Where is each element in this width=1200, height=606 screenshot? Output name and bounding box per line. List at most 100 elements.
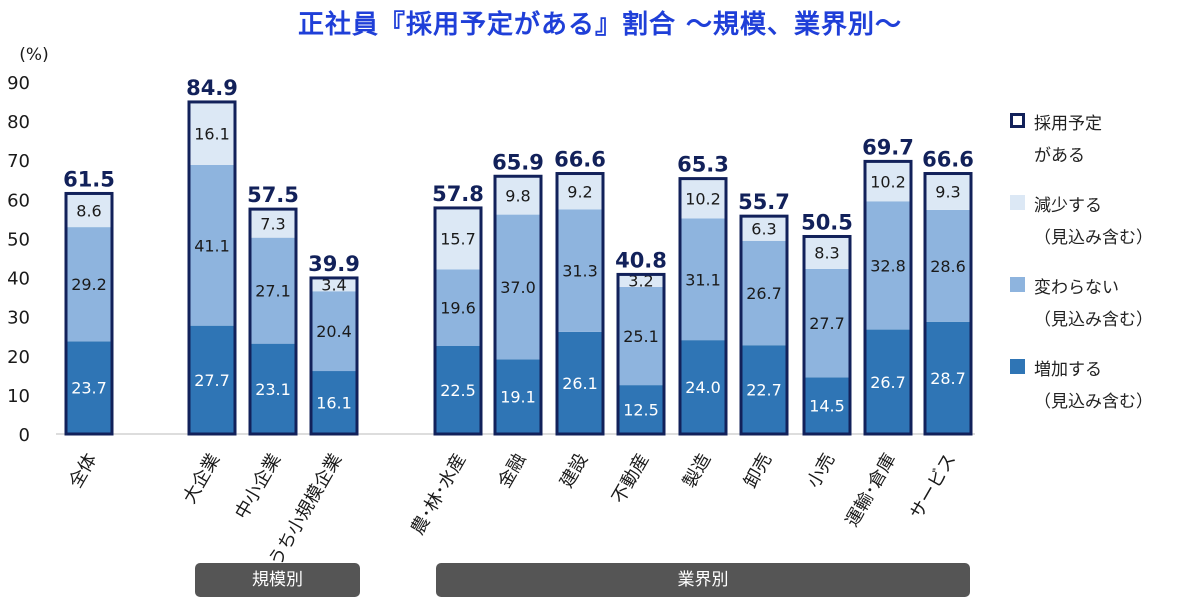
- data-label-decrease: 3.4: [321, 276, 346, 295]
- bar-segment-decrease: [925, 173, 971, 210]
- data-label-unchanged: 27.1: [255, 282, 291, 301]
- y-tick-label: 20: [7, 347, 30, 368]
- bar-segment-increase: [741, 345, 787, 434]
- bar-total-outline: [248, 207, 298, 436]
- bar-segment-increase: [557, 331, 603, 434]
- bar-segment-unchanged: [804, 268, 850, 378]
- y-tick-label: 10: [7, 386, 30, 407]
- total-label: 66.6: [922, 148, 974, 172]
- bar-segment-increase: [495, 359, 541, 434]
- data-label-unchanged: 41.1: [194, 236, 230, 255]
- total-label: 57.8: [432, 182, 484, 206]
- bar-segment-increase: [618, 385, 664, 434]
- data-label-decrease: 8.6: [76, 201, 101, 220]
- category-label: 小売: [803, 450, 839, 492]
- data-label-unchanged: 28.6: [930, 257, 966, 276]
- bar-segment-increase: [680, 340, 726, 434]
- data-label-increase: 26.1: [562, 374, 598, 393]
- bar-segment-decrease: [680, 178, 726, 219]
- bar-segment-increase: [804, 377, 850, 434]
- data-label-decrease: 6.3: [751, 219, 776, 238]
- data-label-increase: 22.7: [746, 381, 782, 400]
- legend-label-total: 採用予定 がある: [1034, 114, 1102, 166]
- data-label-decrease: 9.8: [505, 186, 530, 205]
- bar-total-outline: [555, 172, 605, 436]
- bar-segment-unchanged: [311, 291, 357, 372]
- category-label: 建設: [556, 450, 592, 492]
- bar-segment-decrease: [495, 176, 541, 215]
- total-label: 39.9: [308, 252, 360, 276]
- total-label: 65.9: [492, 150, 544, 174]
- data-label-increase: 24.0: [685, 378, 721, 397]
- total-label: 55.7: [738, 190, 790, 214]
- data-label-decrease: 3.2: [628, 272, 653, 291]
- bar-total-outline: [678, 177, 728, 436]
- bar-segment-decrease: [557, 173, 603, 210]
- category-label: 農･林･水産: [407, 450, 470, 538]
- data-label-decrease: 10.2: [685, 190, 721, 209]
- bar-total-outline: [64, 191, 114, 436]
- bar-segment-unchanged: [618, 286, 664, 386]
- legend-item-increase: 増加する （見込み含む）: [1010, 354, 1190, 436]
- data-label-increase: 14.5: [809, 397, 845, 416]
- bar-segment-decrease: [804, 236, 850, 269]
- total-label: 66.6: [554, 148, 606, 172]
- data-label-unchanged: 31.1: [685, 270, 721, 289]
- y-tick-label: 80: [7, 112, 30, 133]
- bar-segment-increase: [66, 341, 112, 434]
- bar-segment-unchanged: [250, 237, 296, 344]
- total-label: 69.7: [862, 135, 914, 159]
- data-label-increase: 16.1: [316, 394, 352, 413]
- total-label: 65.3: [677, 153, 729, 177]
- bar-segment-increase: [189, 325, 235, 434]
- legend-swatch-increase: [1010, 359, 1025, 374]
- data-label-decrease: 15.7: [440, 230, 476, 249]
- legend-swatch-unchanged: [1010, 277, 1025, 292]
- data-label-unchanged: 25.1: [623, 327, 659, 346]
- bar-total-outline: [802, 234, 852, 436]
- bar-segment-unchanged: [680, 218, 726, 341]
- category-label: 全体: [65, 450, 101, 492]
- data-label-decrease: 8.3: [814, 244, 839, 263]
- group-label-size: 規模別: [195, 563, 360, 597]
- legend-swatch-total: [1010, 113, 1025, 128]
- data-label-decrease: 10.2: [870, 172, 906, 191]
- bar-segment-increase: [925, 321, 971, 434]
- data-label-unchanged: 37.0: [500, 278, 536, 297]
- bar-segment-increase: [865, 329, 911, 434]
- bar-segment-unchanged: [557, 209, 603, 332]
- data-label-increase: 23.1: [255, 380, 291, 399]
- bar-total-outline: [923, 172, 973, 436]
- data-label-increase: 27.7: [194, 371, 230, 390]
- bar-total-outline: [493, 174, 543, 436]
- category-label: 中小企業: [231, 450, 285, 523]
- legend-swatch-decrease: [1010, 195, 1025, 210]
- legend-item-decrease: 減少する （見込み含む）: [1010, 190, 1190, 272]
- bar-segment-unchanged: [741, 240, 787, 346]
- y-axis-label: (%): [19, 45, 48, 65]
- total-label: 50.5: [801, 210, 853, 234]
- bar-segment-decrease: [311, 277, 357, 292]
- bar-segment-decrease: [865, 161, 911, 202]
- legend-label-unchanged: 変わらない （見込み含む）: [1034, 278, 1153, 330]
- data-label-increase: 12.5: [623, 401, 659, 420]
- total-label: 84.9: [186, 76, 238, 100]
- bar-total-outline: [433, 206, 483, 436]
- legend-item-unchanged: 変わらない （見込み含む）: [1010, 272, 1190, 354]
- y-tick-label: 50: [7, 229, 30, 250]
- bar-segment-unchanged: [925, 209, 971, 322]
- data-label-increase: 26.7: [870, 373, 906, 392]
- y-tick-label: 0: [19, 425, 30, 446]
- legend: 採用予定 がある 減少する （見込み含む） 変わらない （見込み含む） 増加する…: [1010, 108, 1190, 436]
- bar-segment-decrease: [250, 209, 296, 238]
- total-label: 40.8: [615, 248, 667, 272]
- category-label: 不動産: [608, 450, 653, 507]
- legend-label-increase: 増加する （見込み含む）: [1034, 360, 1153, 412]
- data-label-decrease: 9.3: [935, 183, 960, 202]
- bar-segment-decrease: [189, 101, 235, 165]
- y-tick-label: 90: [7, 73, 30, 94]
- bar-segment-unchanged: [435, 269, 481, 346]
- category-label: サービス: [906, 450, 960, 523]
- bar-segment-unchanged: [189, 164, 235, 326]
- data-label-unchanged: 31.3: [562, 262, 598, 281]
